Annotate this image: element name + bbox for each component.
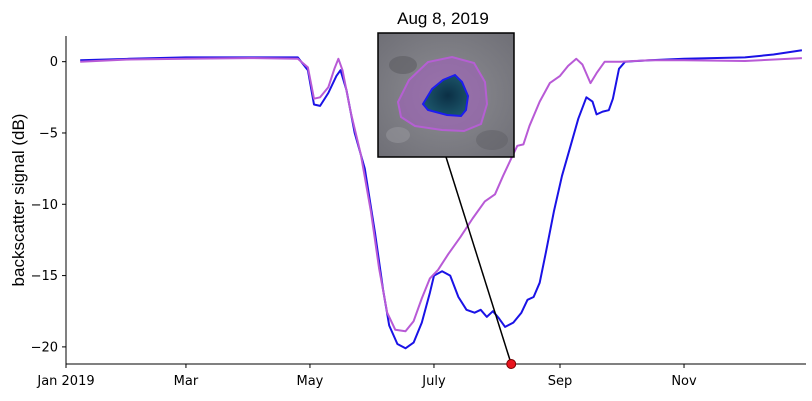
leader-line	[445, 156, 512, 365]
inset-satellite-image: Aug 8, 2019	[377, 9, 515, 365]
axes	[65, 36, 806, 365]
date-marker	[506, 359, 517, 369]
inset-water-extent	[421, 73, 470, 118]
y-tick-label: −15	[31, 269, 58, 284]
inset-terrain-patch	[476, 130, 508, 150]
x-axis-ticks: Jan 2019 Mar May July Sep Nov	[36, 364, 697, 389]
inset-title: Aug 8, 2019	[397, 9, 489, 28]
x-tick-label: July	[421, 374, 446, 389]
series-line-1	[80, 49, 803, 350]
inset-terrain-patch	[389, 56, 417, 74]
series-line-2	[80, 57, 802, 333]
y-tick-label: −5	[39, 126, 58, 141]
y-tick-label: −20	[31, 340, 58, 355]
y-axis-label: backscatter signal (dB)	[9, 114, 28, 287]
x-tick-label: Mar	[174, 374, 199, 389]
x-tick-label: Nov	[671, 374, 697, 389]
y-tick-label: 0	[50, 55, 58, 70]
inset-terrain-patch	[386, 127, 410, 143]
x-tick-label: Jan 2019	[36, 374, 94, 389]
x-tick-label: Sep	[548, 374, 573, 389]
y-axis-ticks: 0 −5 −10 −15 −20	[31, 55, 66, 355]
x-tick-label: May	[297, 374, 324, 389]
y-tick-label: −10	[31, 198, 58, 213]
series-lines	[80, 49, 803, 350]
